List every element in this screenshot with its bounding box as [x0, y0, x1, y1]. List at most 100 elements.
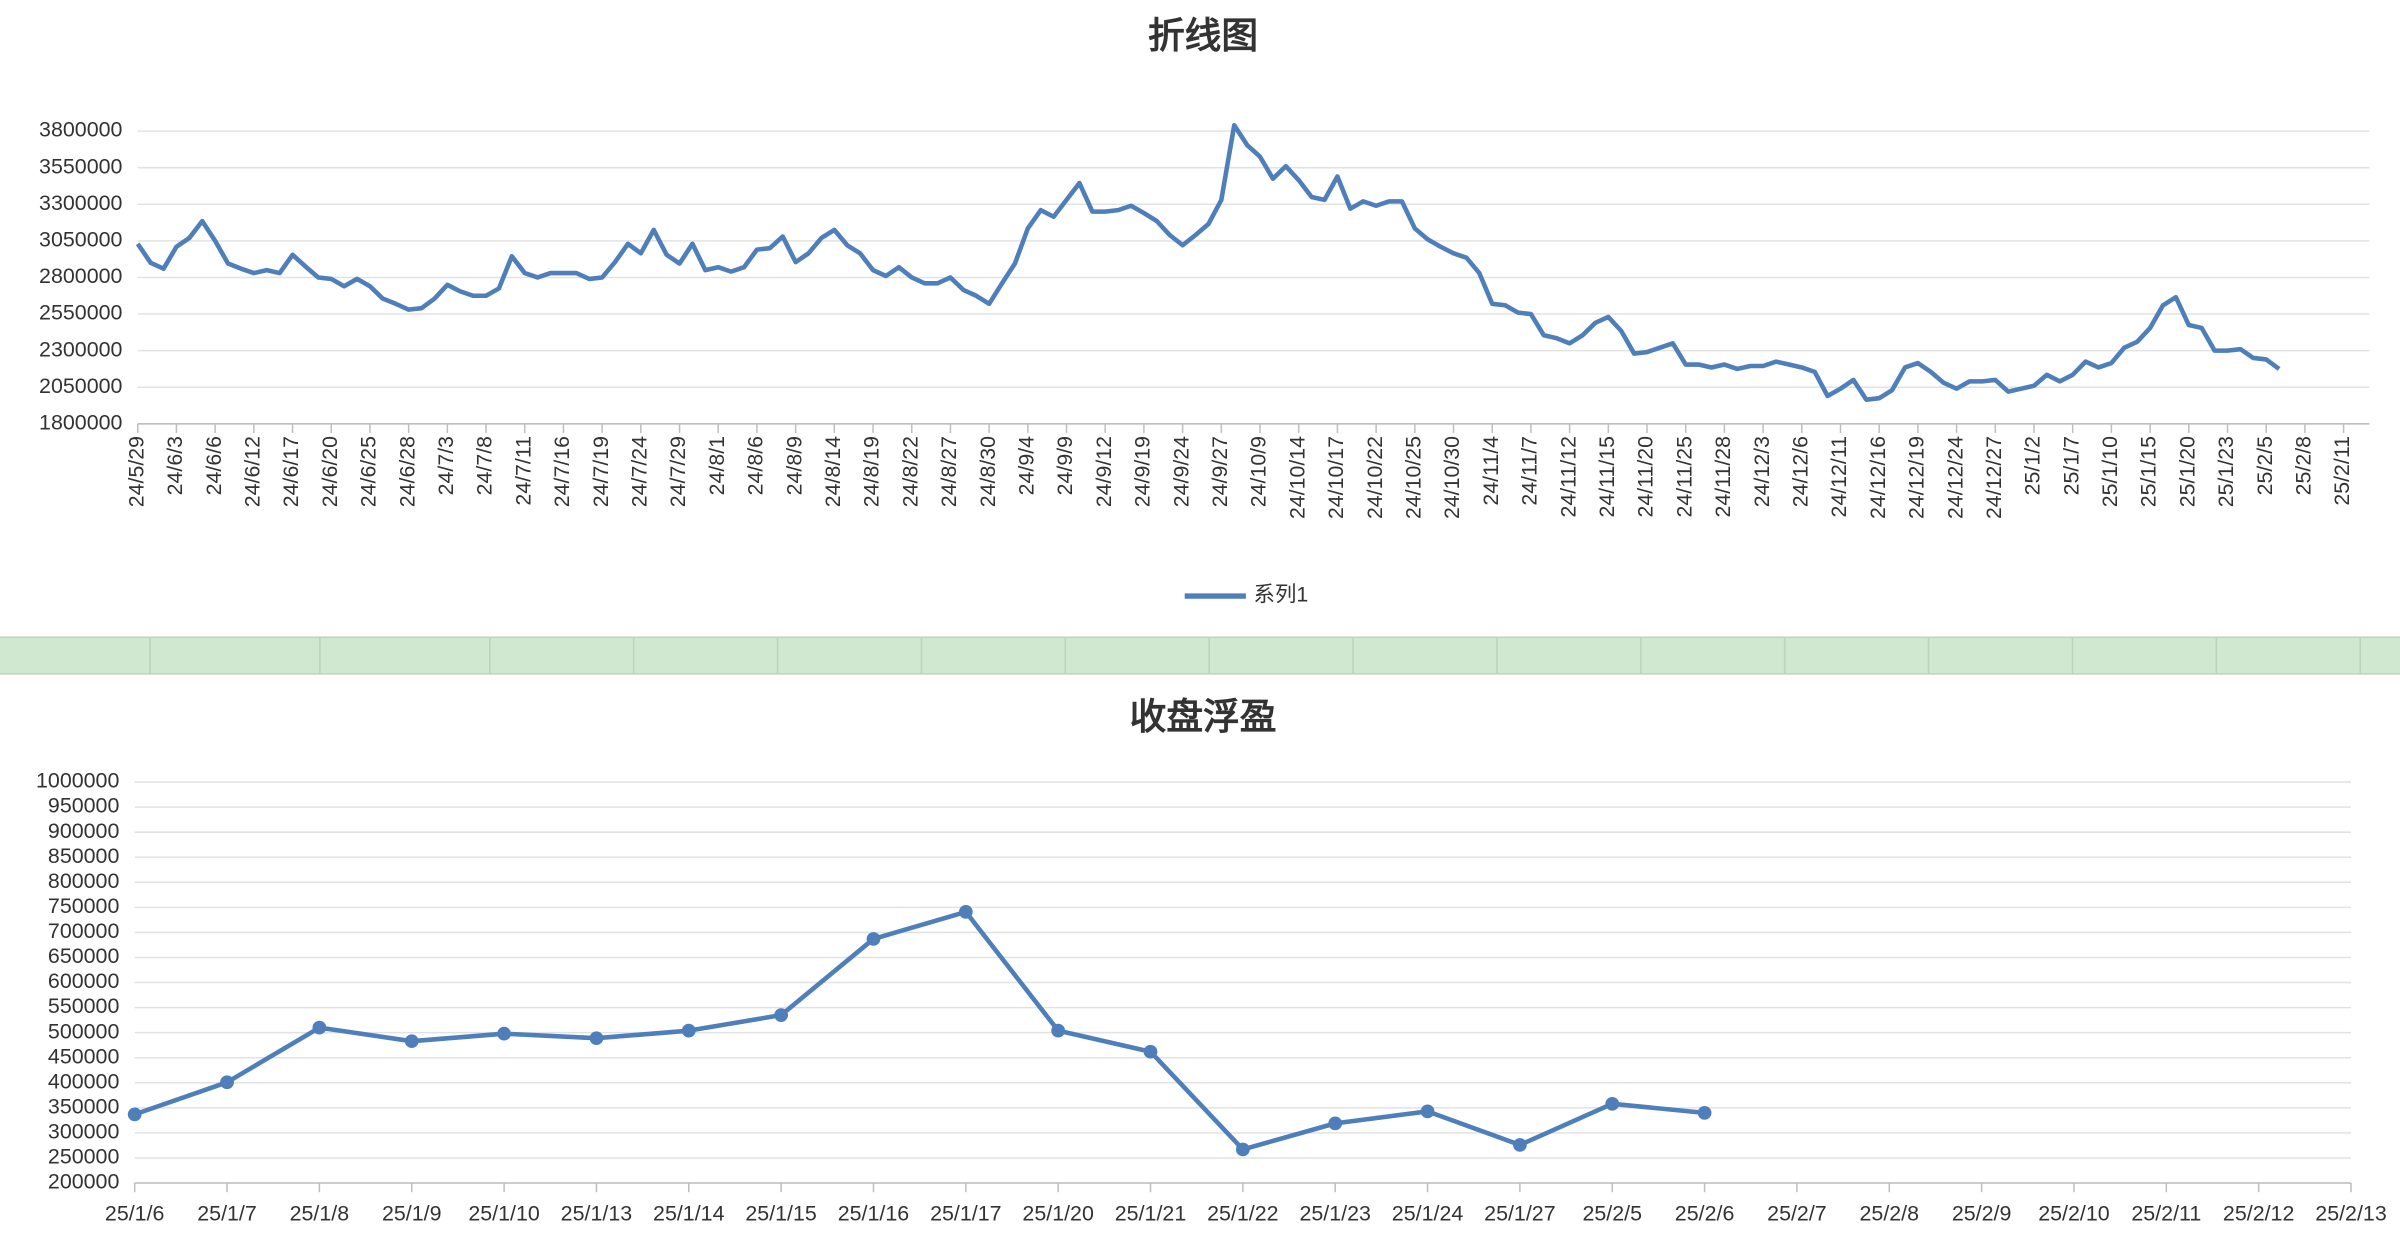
x-tick-label: 25/1/20	[1022, 1202, 1094, 1226]
x-tick-label: 24/6/28	[395, 436, 419, 507]
y-tick-label: 500000	[48, 1019, 120, 1043]
y-tick-label: 700000	[48, 919, 120, 943]
point	[1605, 1096, 1620, 1111]
y-tick-label: 3800000	[39, 118, 122, 142]
point	[127, 1107, 142, 1122]
y-tick-label: 950000	[48, 794, 120, 818]
x-tick-label: 24/9/4	[1014, 436, 1038, 495]
x-tick-label: 24/11/28	[1711, 436, 1735, 517]
point	[774, 1008, 789, 1022]
y-tick-label: 350000	[48, 1095, 120, 1119]
x-tick-label: 24/11/12	[1556, 436, 1580, 517]
y-tick-label: 2550000	[39, 301, 122, 325]
x-tick-label: 24/8/30	[976, 436, 1000, 507]
x-tick-label: 24/12/24	[1943, 436, 1967, 519]
x-tick-label: 24/10/25	[1401, 436, 1425, 519]
point	[312, 1020, 327, 1035]
x-tick-label: 25/1/23	[2214, 436, 2238, 507]
point	[958, 905, 973, 919]
point	[220, 1075, 234, 1090]
x-tick-label: 25/2/13	[2315, 1202, 2386, 1226]
x-tick-label: 24/6/17	[279, 436, 303, 507]
x-tick-label: 24/9/19	[1131, 436, 1155, 507]
y-tick-label: 650000	[48, 944, 120, 968]
x-tick-label: 25/1/21	[1115, 1202, 1186, 1226]
x-tick-label: 25/2/7	[1767, 1202, 1827, 1226]
x-tick-label: 24/8/19	[860, 436, 884, 507]
x-tick-label: 25/2/9	[1952, 1202, 2012, 1226]
x-tick-label: 25/1/27	[1484, 1202, 1555, 1226]
x-tick-label: 25/1/22	[1207, 1202, 1278, 1226]
x-tick-label: 25/1/13	[561, 1202, 632, 1226]
x-tick-label: 24/11/15	[1595, 436, 1619, 517]
y-tick-label: 550000	[48, 994, 120, 1018]
x-tick-label: 24/11/25	[1672, 436, 1696, 517]
x-tick-label: 25/2/8	[2292, 436, 2316, 495]
x-tick-label: 24/9/24	[1169, 436, 1193, 507]
point	[866, 932, 881, 946]
y-tick-label: 2800000	[39, 264, 122, 288]
point	[1328, 1116, 1343, 1131]
chart-title: 折线图	[1148, 15, 1258, 56]
x-tick-label: 24/12/27	[1982, 436, 2006, 519]
x-tick-label: 25/2/12	[2223, 1202, 2294, 1226]
sheet-strip	[0, 636, 2400, 675]
x-tick-label: 25/2/10	[2038, 1202, 2110, 1226]
x-tick-label: 25/1/7	[197, 1202, 257, 1226]
point	[1235, 1142, 1250, 1157]
x-tick-label: 24/6/20	[318, 436, 342, 507]
x-tick-label: 25/2/8	[1860, 1202, 1920, 1226]
x-tick-label: 24/7/16	[550, 436, 574, 507]
x-tick-label: 25/1/6	[105, 1202, 165, 1226]
x-tick-label: 25/1/23	[1299, 1202, 1370, 1226]
x-tick-label: 25/2/6	[1675, 1202, 1735, 1226]
point	[404, 1034, 419, 1049]
x-tick-label: 25/1/20	[2175, 436, 2199, 507]
x-tick-label: 24/12/11	[1827, 436, 1851, 517]
x-tick-label: 25/2/5	[1582, 1202, 1642, 1226]
x-tick-label: 25/1/10	[468, 1202, 540, 1226]
x-tick-label: 25/1/17	[930, 1202, 1001, 1226]
x-tick-label: 24/12/3	[1750, 436, 1774, 507]
x-tick-label: 25/2/11	[2131, 1202, 2201, 1226]
x-tick-label: 24/8/27	[937, 436, 961, 507]
y-tick-label: 600000	[48, 969, 120, 993]
x-tick-label: 24/10/22	[1363, 436, 1387, 519]
y-tick-label: 3550000	[39, 154, 122, 178]
x-tick-label: 25/2/11	[2330, 436, 2354, 506]
y-tick-label: 3050000	[39, 228, 122, 252]
x-tick-label: 24/7/3	[434, 436, 458, 495]
x-tick-label: 24/8/22	[898, 436, 922, 507]
point	[589, 1031, 604, 1046]
line-series	[133, 909, 1705, 1152]
x-tick-label: 24/9/27	[1208, 436, 1232, 507]
y-tick-label: 450000	[48, 1044, 120, 1068]
chart-title: 收盘浮盈	[1130, 696, 1277, 737]
sheet-cell-lines	[0, 636, 2400, 675]
y-tick-label: 200000	[48, 1170, 120, 1194]
y-tick-label: 750000	[48, 894, 120, 918]
x-tick-label: 24/8/1	[705, 436, 729, 495]
x-tick-label: 25/1/7	[2059, 436, 2083, 495]
x-tick-label: 24/10/30	[1440, 436, 1464, 519]
y-tick-label: 2300000	[39, 337, 122, 361]
y-tick-label: 250000	[48, 1145, 120, 1169]
y-tick-label: 900000	[48, 819, 120, 843]
line-series	[135, 122, 2281, 402]
x-tick-label: 25/1/15	[2137, 436, 2161, 507]
x-tick-label: 24/7/8	[473, 436, 497, 495]
y-tick-label: 300000	[48, 1120, 120, 1144]
x-tick-label: 24/10/14	[1285, 436, 1309, 519]
x-tick-label: 24/9/9	[1053, 436, 1077, 495]
x-tick-label: 24/12/16	[1866, 436, 1890, 519]
y-tick-label: 800000	[48, 869, 120, 893]
x-tick-label: 24/6/25	[357, 436, 381, 507]
x-tick-label: 25/1/15	[745, 1202, 816, 1226]
x-tick-label: 24/12/19	[1905, 436, 1929, 519]
x-tick-label: 24/11/20	[1634, 436, 1658, 518]
point	[1697, 1105, 1712, 1120]
point	[1051, 1023, 1066, 1038]
y-tick-label: 400000	[48, 1069, 120, 1093]
x-tick-label: 24/12/6	[1788, 436, 1812, 507]
x-tick-label: 25/1/14	[653, 1202, 725, 1226]
